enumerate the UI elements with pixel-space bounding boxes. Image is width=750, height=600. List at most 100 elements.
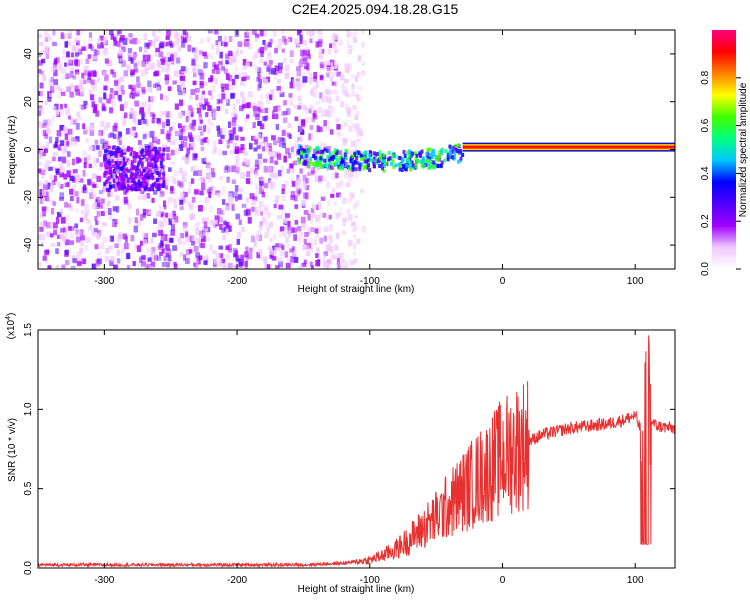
spectrogram-cell xyxy=(121,165,125,170)
spectrogram-cell xyxy=(141,255,146,261)
spectrogram-cell xyxy=(315,214,321,222)
spectrogram-cell xyxy=(311,167,316,174)
spectrogram-cell xyxy=(52,42,58,47)
spectrogram-cell xyxy=(374,152,378,157)
spectrogram-cell xyxy=(93,202,98,207)
spectrogram-cell xyxy=(226,79,231,87)
spectrogram-cell xyxy=(127,145,131,150)
spectrogram-cell xyxy=(318,48,323,54)
spectrogram-cell xyxy=(193,50,197,57)
spectrogram-cell xyxy=(187,200,191,207)
spectrogram-cell xyxy=(312,92,318,98)
spectrogram-cell xyxy=(320,64,325,69)
spectrogram-cell xyxy=(87,154,91,161)
spectrogram-cell xyxy=(320,62,326,69)
spectrogram-cell xyxy=(220,209,224,215)
spectrogram-cell xyxy=(360,153,364,158)
spectrogram-cell xyxy=(166,153,171,160)
spectrogram-cell xyxy=(123,101,128,109)
spectrogram-cell xyxy=(331,187,336,193)
spectrogram-cell xyxy=(325,148,329,153)
spectrogram-cell xyxy=(160,233,164,241)
spectrogram-cell xyxy=(112,184,116,189)
spectrogram-cell xyxy=(53,222,58,229)
spectrogram-cell xyxy=(334,81,338,88)
spectrogram-cell xyxy=(259,181,264,186)
spectrogram-cell xyxy=(66,62,70,70)
spectrogram-cell xyxy=(43,119,48,126)
spectrogram-cell xyxy=(196,221,200,226)
spectrogram-cell xyxy=(123,168,127,173)
spectrogram-cell xyxy=(134,217,138,223)
spectrogram-cell xyxy=(114,80,119,86)
spectrogram-cell xyxy=(208,53,214,60)
spectrogram-cell xyxy=(87,54,92,59)
spectrogram-cell xyxy=(144,186,148,191)
spectrogram-cell xyxy=(159,193,163,199)
spectrogram-cell xyxy=(232,103,236,111)
spectrogram-cell xyxy=(305,177,309,184)
spectrogram-cell xyxy=(136,186,140,191)
spectrogram-cell xyxy=(283,218,289,225)
spectrogram-cell xyxy=(346,208,351,215)
spectrogram-cell xyxy=(186,109,191,115)
spectrogram-cell xyxy=(103,171,107,176)
spectrogram-cell xyxy=(153,254,159,261)
spectrogram-cell xyxy=(349,149,354,157)
spectrogram-cell xyxy=(123,242,129,250)
spectrogram-cell xyxy=(150,112,155,118)
spectrogram-cell xyxy=(159,164,163,169)
spectrogram-cell xyxy=(123,199,129,205)
spectrogram-cell xyxy=(53,166,58,171)
spectrogram-cell xyxy=(320,150,324,155)
spectrogram-cell xyxy=(223,68,228,75)
spectrogram-cell xyxy=(117,53,123,59)
spectrogram-cell xyxy=(316,249,320,257)
spectrogram-cell xyxy=(133,61,138,66)
spectrogram-cell xyxy=(112,145,116,150)
spectrogram-cell xyxy=(216,125,221,131)
spectrogram-cell xyxy=(183,127,187,134)
spectrogram-cell xyxy=(108,245,113,250)
spectrogram-cell xyxy=(108,212,113,220)
spectrogram-cell xyxy=(144,143,150,148)
spectrogram-cell xyxy=(320,97,325,103)
spectrogram-cell xyxy=(158,229,164,236)
spectrogram-cell xyxy=(266,228,270,233)
spectrogram-cell xyxy=(96,175,101,183)
spectrogram-cell xyxy=(67,58,72,64)
spectrogram-cell xyxy=(226,165,231,173)
spectrogram-cell xyxy=(149,253,154,261)
spectrogram-cell xyxy=(235,159,239,166)
spectrogram-cell xyxy=(324,201,329,207)
spectrogram-x-ticks: -300 -200 -100 0 100 xyxy=(94,30,644,287)
spectrogram-cell xyxy=(134,175,138,180)
spectrogram-cell xyxy=(177,239,182,245)
spectrogram-cell xyxy=(103,92,107,100)
spectrogram-cell xyxy=(332,106,336,114)
spectrogram-cell xyxy=(83,100,88,105)
spectrogram-cell xyxy=(76,261,82,267)
spectrogram-cell xyxy=(318,52,324,59)
spectrogram-cell xyxy=(161,184,165,189)
spectrogram-cell xyxy=(103,149,107,154)
spectrogram-cell xyxy=(429,159,433,164)
spectrogram-cell xyxy=(268,146,273,153)
spectrogram-cell xyxy=(74,139,79,146)
spectrogram-cell xyxy=(182,42,187,49)
spectrogram-cell xyxy=(83,184,87,191)
spectrogram-cell xyxy=(79,217,84,223)
spectrogram-cell xyxy=(358,167,362,172)
spectrogram-cell xyxy=(161,165,165,170)
spectrogram-cell xyxy=(359,130,363,137)
spectrogram-cell xyxy=(194,223,200,230)
spectrogram-cell xyxy=(199,72,205,80)
spectrogram-cell xyxy=(235,98,241,105)
spectrogram-cell xyxy=(304,63,309,70)
spectrogram-cell xyxy=(341,83,345,89)
spectrogram-cell xyxy=(74,69,80,75)
spectrogram-cell xyxy=(150,237,154,244)
spectrogram-cell xyxy=(146,161,150,166)
spectrogram-cell xyxy=(103,158,107,163)
spectrogram-cell xyxy=(348,166,352,171)
